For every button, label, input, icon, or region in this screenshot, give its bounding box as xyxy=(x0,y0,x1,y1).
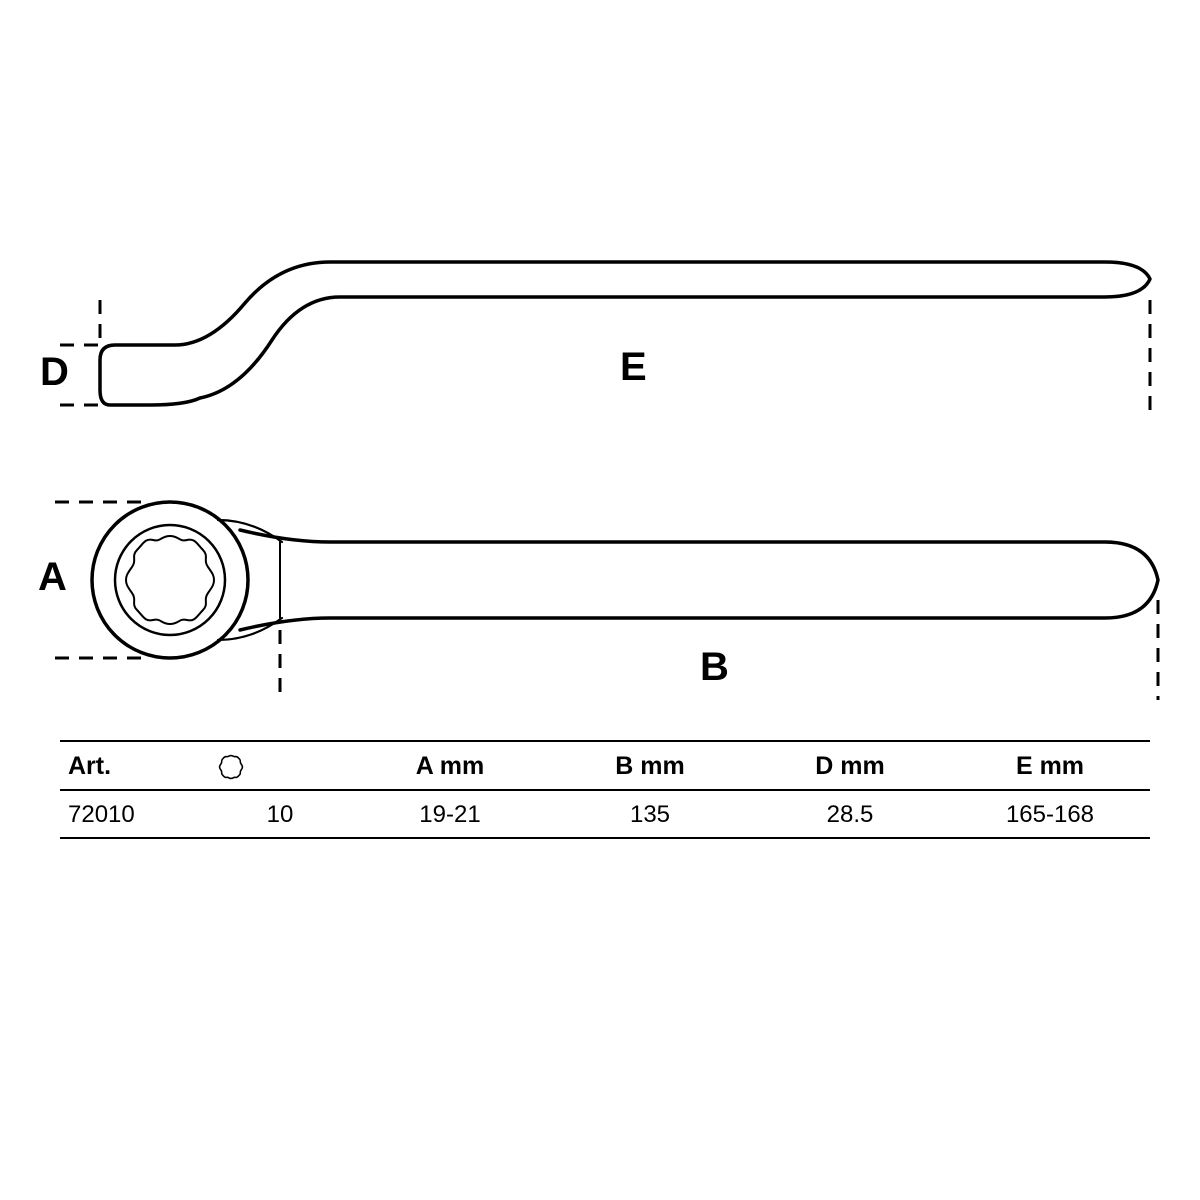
cell-a: 19-21 xyxy=(350,790,550,838)
spec-row: 72010 10 19-21 135 28.5 165-168 xyxy=(60,790,1150,838)
label-e: E xyxy=(620,345,647,390)
label-b: B xyxy=(700,645,729,690)
cell-art: 72010 xyxy=(60,790,210,838)
header-d: D mm xyxy=(750,741,950,790)
label-a: A xyxy=(38,555,67,600)
header-e: E mm xyxy=(950,741,1150,790)
wrench-technical-drawing xyxy=(0,0,1200,740)
header-a: A mm xyxy=(350,741,550,790)
cell-b: 135 xyxy=(550,790,750,838)
header-size-icon xyxy=(210,741,350,790)
cell-size: 10 xyxy=(210,790,350,838)
spec-table: Art. A mm B mm D mm E mm 72010 10 19-21 … xyxy=(60,740,1150,839)
dim-a-lines xyxy=(55,502,145,658)
cell-e: 165-168 xyxy=(950,790,1150,838)
spec-header-row: Art. A mm B mm D mm E mm xyxy=(60,741,1150,790)
spline-icon xyxy=(218,754,244,780)
top-view xyxy=(92,502,1158,658)
cell-d: 28.5 xyxy=(750,790,950,838)
label-d: D xyxy=(40,350,69,395)
header-art: Art. xyxy=(60,741,210,790)
header-b: B mm xyxy=(550,741,750,790)
